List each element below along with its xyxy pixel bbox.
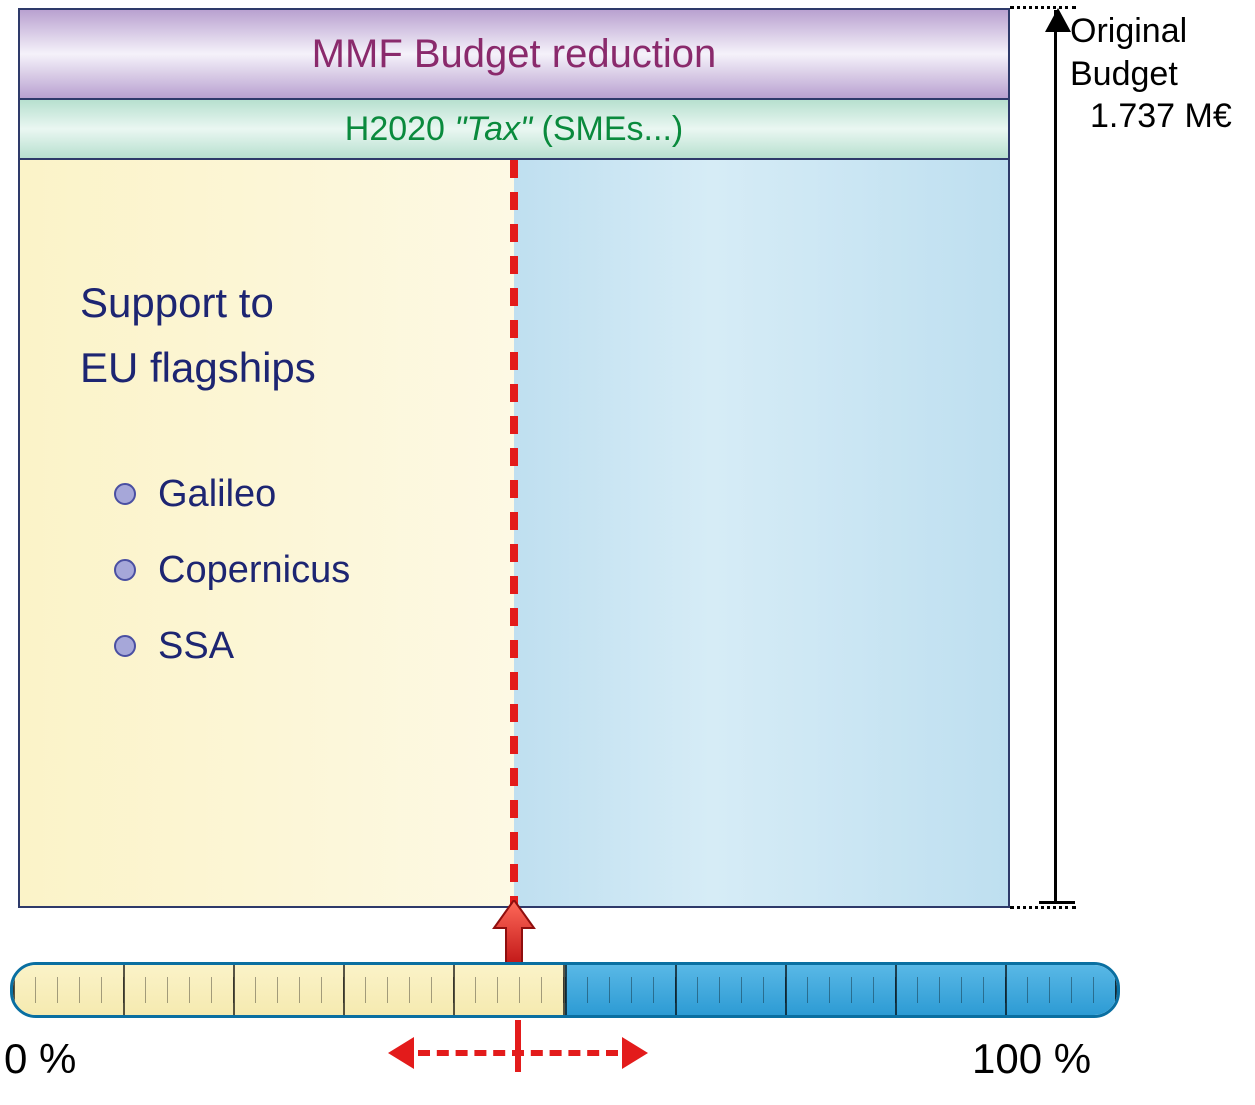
band-mmf: MMF Budget reduction	[20, 10, 1008, 100]
budget-infographic: MMF Budget reduction H2020 "Tax" (SMEs..…	[0, 0, 1255, 1105]
flagship-list: Galileo Copernicus SSA	[80, 456, 514, 684]
split-left: Support to EU flagships Galileo Copernic…	[20, 160, 514, 906]
tax-prefix: H2020	[345, 110, 455, 148]
list-item: SSA	[80, 608, 514, 684]
support-title-l1: Support to	[80, 279, 274, 326]
list-item: Galileo	[80, 456, 514, 532]
bullet-icon	[114, 635, 136, 657]
tax-italic: "Tax"	[454, 110, 532, 148]
ruler-right-half	[565, 965, 1117, 1015]
ruler-major-ticks	[565, 965, 1117, 1015]
budget-l1: Original Budget	[1070, 12, 1187, 93]
bullet-icon	[114, 483, 136, 505]
ruler-major-ticks	[13, 965, 565, 1015]
arrow-vertical-icon	[1054, 10, 1057, 904]
bullet-icon	[114, 559, 136, 581]
band-tax-label: H2020 "Tax" (SMEs...)	[345, 110, 683, 149]
flagship-label: SSA	[158, 608, 234, 684]
band-tax: H2020 "Tax" (SMEs...)	[20, 100, 1008, 160]
support-title-l2: EU flagships	[80, 344, 316, 391]
budget-arrow	[1022, 0, 1252, 920]
percent-ruler	[10, 962, 1120, 1018]
arrow-center-stem	[515, 1020, 521, 1072]
double-arrow-icon	[388, 1028, 648, 1078]
band-mmf-label: MMF Budget reduction	[312, 32, 717, 77]
tax-suffix: (SMEs...)	[532, 110, 683, 148]
slider-pointer-icon	[490, 900, 538, 964]
ruler-left-half	[13, 965, 565, 1015]
arrow-right-head	[622, 1037, 648, 1069]
pct-100-label: 100 %	[972, 1035, 1091, 1083]
chart-box: MMF Budget reduction H2020 "Tax" (SMEs..…	[18, 8, 1010, 908]
flagship-label: Galileo	[158, 456, 276, 532]
budget-l2: 1.737 M€	[1070, 95, 1255, 138]
split-right	[514, 160, 1008, 906]
split-area: Support to EU flagships Galileo Copernic…	[20, 160, 1008, 906]
arrow-left-head	[388, 1037, 414, 1069]
support-title: Support to EU flagships	[80, 270, 514, 400]
original-budget-label: Original Budget 1.737 M€	[1070, 10, 1255, 138]
ruler-track	[10, 962, 1120, 1018]
flagship-label: Copernicus	[158, 532, 350, 608]
list-item: Copernicus	[80, 532, 514, 608]
pct-0-label: 0 %	[4, 1035, 76, 1083]
split-divider-dashed	[510, 160, 518, 906]
